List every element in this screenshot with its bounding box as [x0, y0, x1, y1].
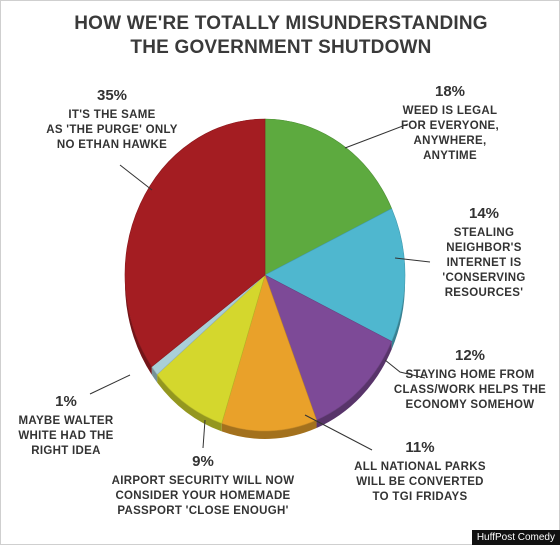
slice-label-2-line-5: RESOURCES'	[445, 287, 524, 299]
leader-line-1	[344, 123, 409, 149]
pie-slice-side-5	[157, 374, 222, 432]
leader-line-6	[89, 374, 131, 395]
slice-label-3-line-1: STAYING HOME FROM	[405, 369, 534, 381]
slice-label-2-line-2: NEIGHBOR'S	[446, 242, 521, 254]
pie-slice-side-3	[316, 341, 392, 429]
slice-percent-label-6: 1%	[55, 393, 77, 410]
pie-slice-1	[264, 118, 393, 276]
slice-label-7-line-3: NO ETHAN HAWKE	[57, 139, 167, 151]
slice-label-2-line-3: INTERNET IS	[447, 257, 522, 269]
slice-label-2-line-4: 'CONSERVING	[442, 272, 525, 284]
pie-slice-3	[264, 274, 393, 421]
slice-label-1-line-1: WEED IS LEGAL	[403, 105, 498, 117]
slice-label-5-line-1: AIRPORT SECURITY WILL NOW	[112, 475, 295, 487]
pie-slice-side-4	[221, 420, 317, 439]
pie-slice-7	[124, 118, 266, 368]
slice-label-1-line-3: ANYWHERE,	[414, 135, 487, 147]
slice-label-7-line-1: IT'S THE SAME	[68, 109, 155, 121]
pie-slice-5	[156, 274, 266, 424]
slice-label-3-line-2: CLASS/WORK HELPS THE	[394, 384, 546, 396]
slice-label-5-line-3: PASSPORT 'CLOSE ENOUGH'	[117, 505, 288, 517]
pie-slice-side-6	[151, 366, 158, 383]
leader-line-5	[202, 419, 206, 449]
slice-label-5-line-2: CONSIDER YOUR HOMEMADE	[115, 490, 290, 502]
slice-label-2-line-1: STEALING	[454, 227, 515, 239]
slice-label-1-line-2: FOR EVERYONE,	[401, 120, 499, 132]
slice-percent-label-3: 12%	[455, 347, 485, 364]
slice-label-3-line-3: ECONOMY SOMEHOW	[406, 399, 535, 411]
leader-line-2	[394, 257, 431, 263]
slice-label-1-line-4: ANYTIME	[423, 150, 477, 162]
slice-percent-label-4: 11%	[405, 439, 434, 456]
slice-percent-label-7: 35%	[97, 87, 127, 104]
slice-percent-label-5: 9%	[192, 453, 214, 470]
pie-slice-2	[264, 208, 406, 342]
chart-title-line-1: HOW WE'RE TOTALLY MISUNDERSTANDING	[74, 13, 488, 34]
leader-line-7	[119, 164, 153, 191]
slice-label-6-line-3: RIGHT IDEA	[31, 445, 100, 457]
pie-slice-side-7	[124, 118, 265, 375]
leader-line-3	[384, 359, 426, 379]
slice-label-4-line-1: ALL NATIONAL PARKS	[354, 461, 486, 473]
slice-percent-label-2: 14%	[469, 205, 499, 222]
leader-line-4	[304, 414, 373, 451]
credit-badge: HuffPost Comedy	[471, 530, 560, 545]
slice-label-4-line-2: WILL BE CONVERTED	[356, 476, 484, 488]
slice-label-6-line-2: WHITE HAD THE	[18, 430, 113, 442]
slice-label-4-line-3: TO TGI FRIDAYS	[373, 491, 468, 503]
slice-label-6-line-1: MAYBE WALTER	[19, 415, 114, 427]
slice-percent-label-1: 18%	[435, 83, 465, 100]
pie-slice-4	[221, 274, 317, 432]
chart-title-line-2: THE GOVERNMENT SHUTDOWN	[130, 37, 432, 58]
slice-label-7-line-2: AS 'THE PURGE' ONLY	[46, 124, 178, 136]
